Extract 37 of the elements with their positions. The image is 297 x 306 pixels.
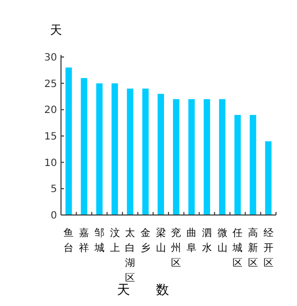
y-tick-label: 10 bbox=[44, 158, 57, 169]
y-tick-label: 15 bbox=[44, 132, 57, 142]
bar bbox=[96, 83, 103, 215]
bar bbox=[142, 88, 149, 215]
x-tick-label: 鱼台 bbox=[64, 227, 74, 254]
bar bbox=[172, 99, 180, 215]
y-axis-title: 天 bbox=[50, 23, 62, 37]
x-tick-label: 梁山 bbox=[156, 227, 166, 254]
x-tick-label: 任城区 bbox=[232, 228, 243, 269]
bar bbox=[250, 114, 256, 215]
bar bbox=[265, 141, 272, 215]
x-tick-label: 金乡 bbox=[140, 227, 150, 254]
y-tick-label: 30 bbox=[44, 52, 57, 64]
x-tick-label: 泗水 bbox=[202, 227, 212, 254]
x-tick-label: 太白湖区 bbox=[125, 227, 136, 284]
y-tick-label: 20 bbox=[44, 105, 57, 116]
x-tick-label: 嘉祥 bbox=[79, 227, 90, 254]
bar bbox=[80, 78, 88, 215]
x-tick-label: 微山 bbox=[217, 228, 228, 254]
x-tick-label: 汶上 bbox=[110, 227, 120, 254]
x-tick-label: 曲阜 bbox=[186, 227, 197, 254]
x-tick-label: 经开区 bbox=[263, 227, 274, 269]
bar bbox=[65, 68, 72, 215]
bar bbox=[188, 99, 195, 215]
y-tick-label: 5 bbox=[50, 184, 57, 196]
x-tick-label: 邹城 bbox=[93, 227, 104, 254]
x-tick-label: 兖州区 bbox=[171, 227, 182, 269]
x-axis-title: 天数 bbox=[117, 283, 195, 298]
bar bbox=[126, 88, 134, 215]
bar bbox=[112, 83, 118, 215]
bar bbox=[219, 99, 226, 215]
y-tick-label: 25 bbox=[44, 78, 57, 90]
y-tick-label: 0 bbox=[50, 210, 57, 222]
bar bbox=[204, 99, 210, 215]
x-tick-label: 高新区 bbox=[248, 227, 258, 269]
bar bbox=[158, 94, 164, 215]
bar bbox=[234, 114, 241, 215]
